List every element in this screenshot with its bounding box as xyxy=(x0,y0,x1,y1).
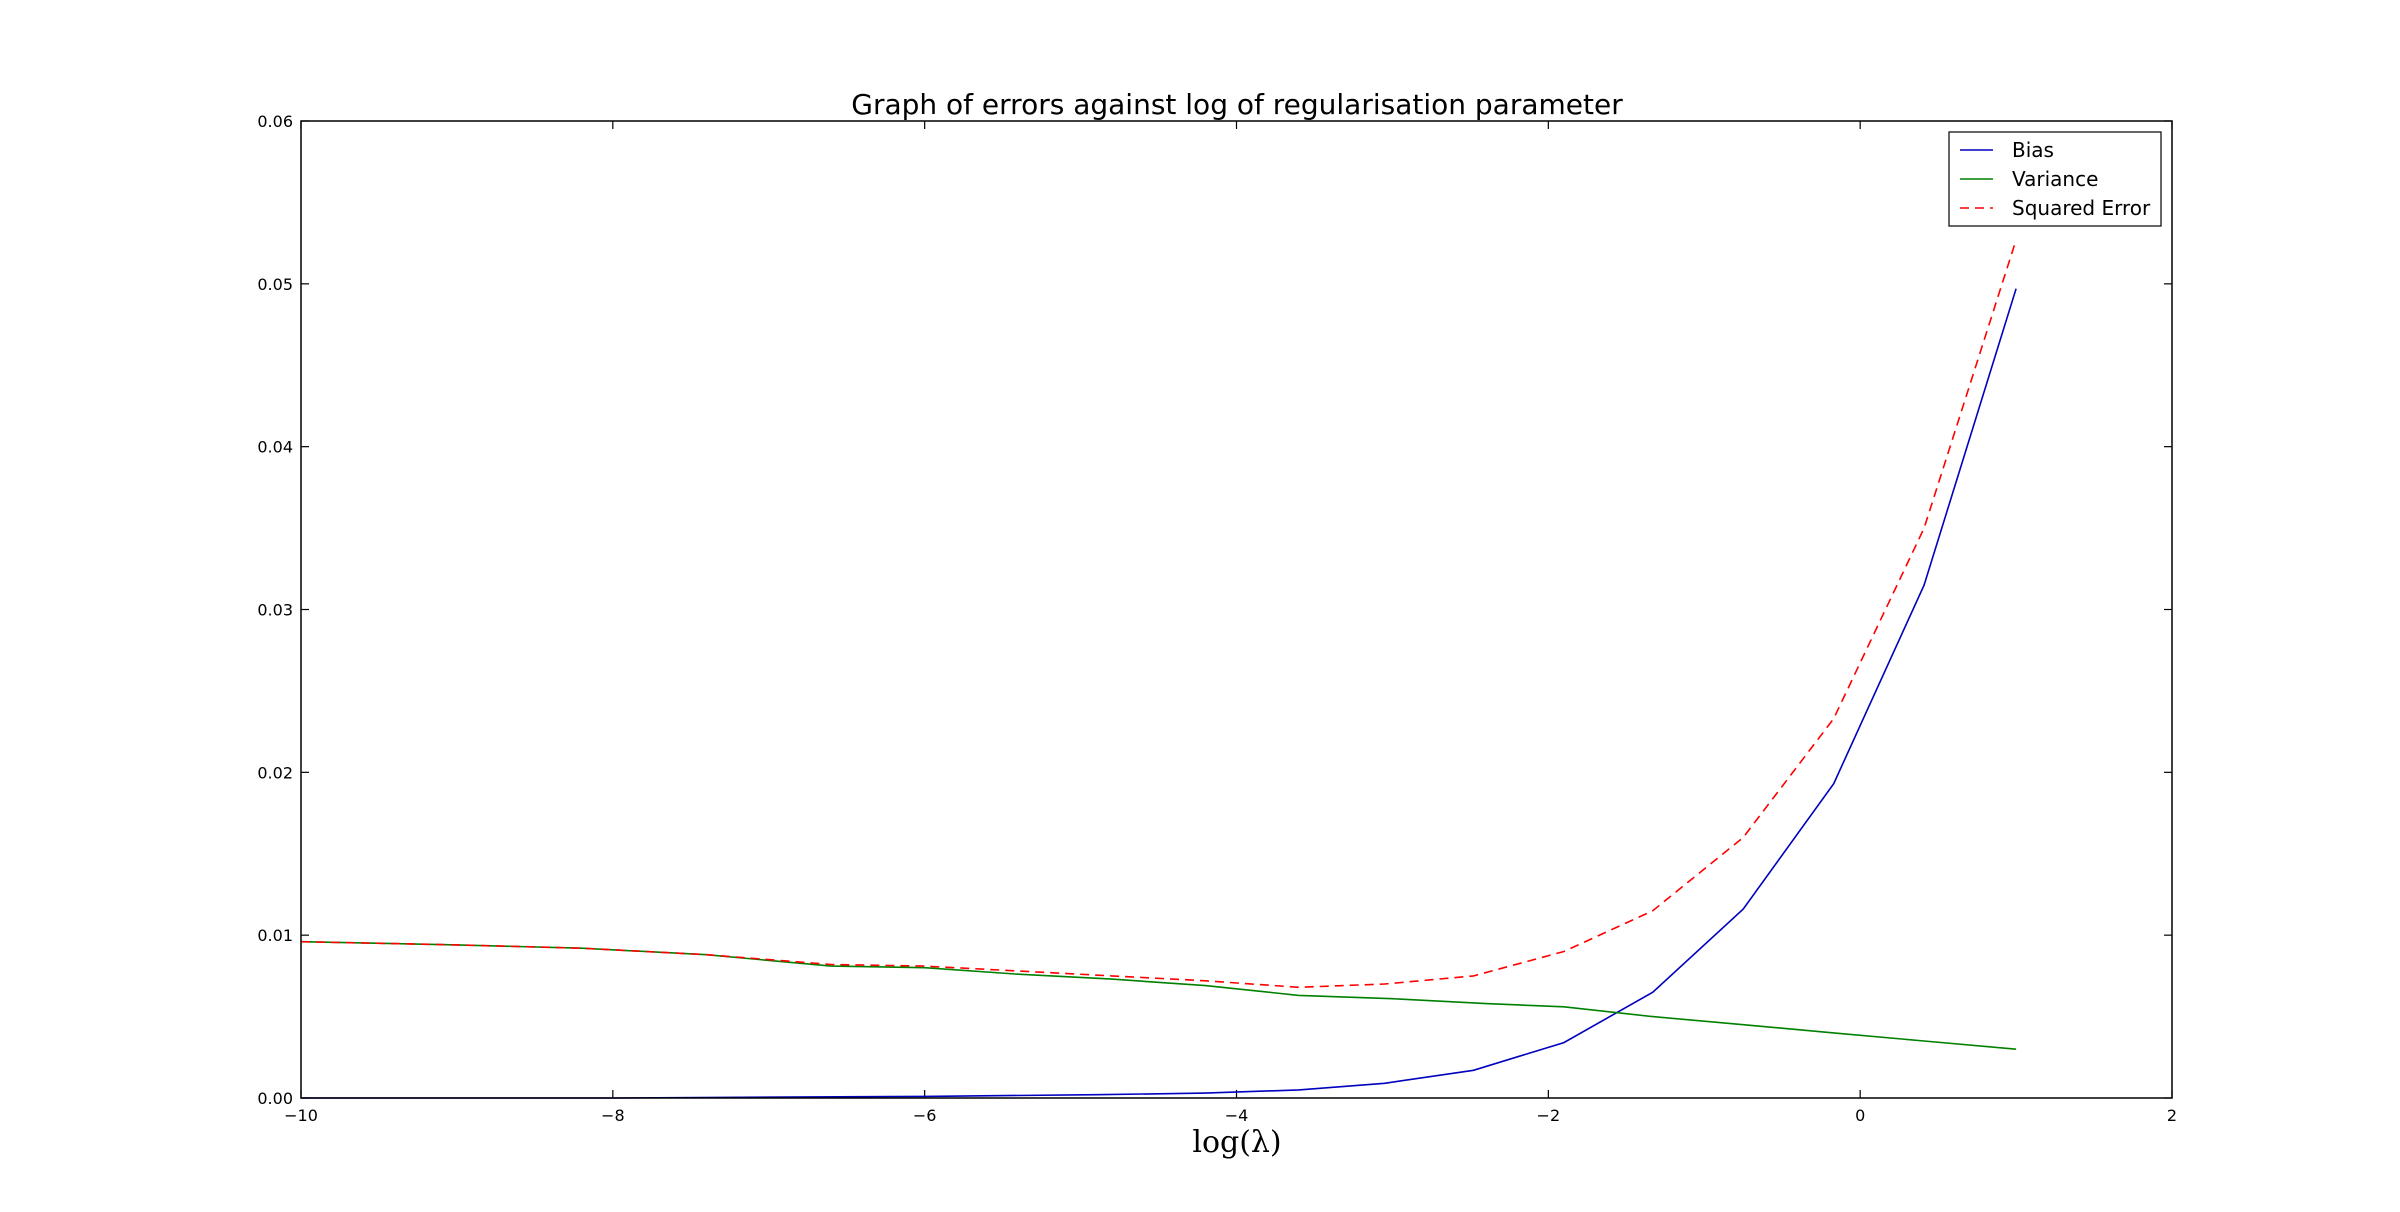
x-tick-label: −2 xyxy=(1537,1106,1561,1125)
y-tick-label: 0.03 xyxy=(257,601,293,620)
x-tick-label: −10 xyxy=(284,1106,318,1125)
x-axis-label: log(λ) xyxy=(1192,1125,1281,1160)
y-tick-label: 0.01 xyxy=(257,926,293,945)
y-tick-label: 0.06 xyxy=(257,112,293,131)
legend-label: Squared Error xyxy=(2012,196,2151,220)
plot-frame xyxy=(300,120,2173,1099)
legend-label: Bias xyxy=(2012,138,2054,162)
legend: Bias Variance Squared Error xyxy=(1948,131,2162,227)
x-tick-label: −8 xyxy=(601,1106,625,1125)
x-tick-label: 0 xyxy=(1855,1106,1865,1125)
x-tick-label: −4 xyxy=(1225,1106,1249,1125)
legend-label: Variance xyxy=(2012,167,2098,191)
x-tick-label: −6 xyxy=(913,1106,937,1125)
y-tick-label: 0.00 xyxy=(257,1089,293,1108)
y-tick-label: 0.04 xyxy=(257,438,293,457)
y-tick-label: 0.02 xyxy=(257,763,293,782)
chart-title: Graph of errors against log of regularis… xyxy=(851,88,1623,121)
series-line-squared-error xyxy=(300,239,2017,989)
x-tick-label: 2 xyxy=(2167,1106,2177,1125)
series-line-bias xyxy=(301,288,2017,1099)
y-tick-label: 0.05 xyxy=(257,275,293,294)
series-line-variance xyxy=(300,940,2017,1050)
